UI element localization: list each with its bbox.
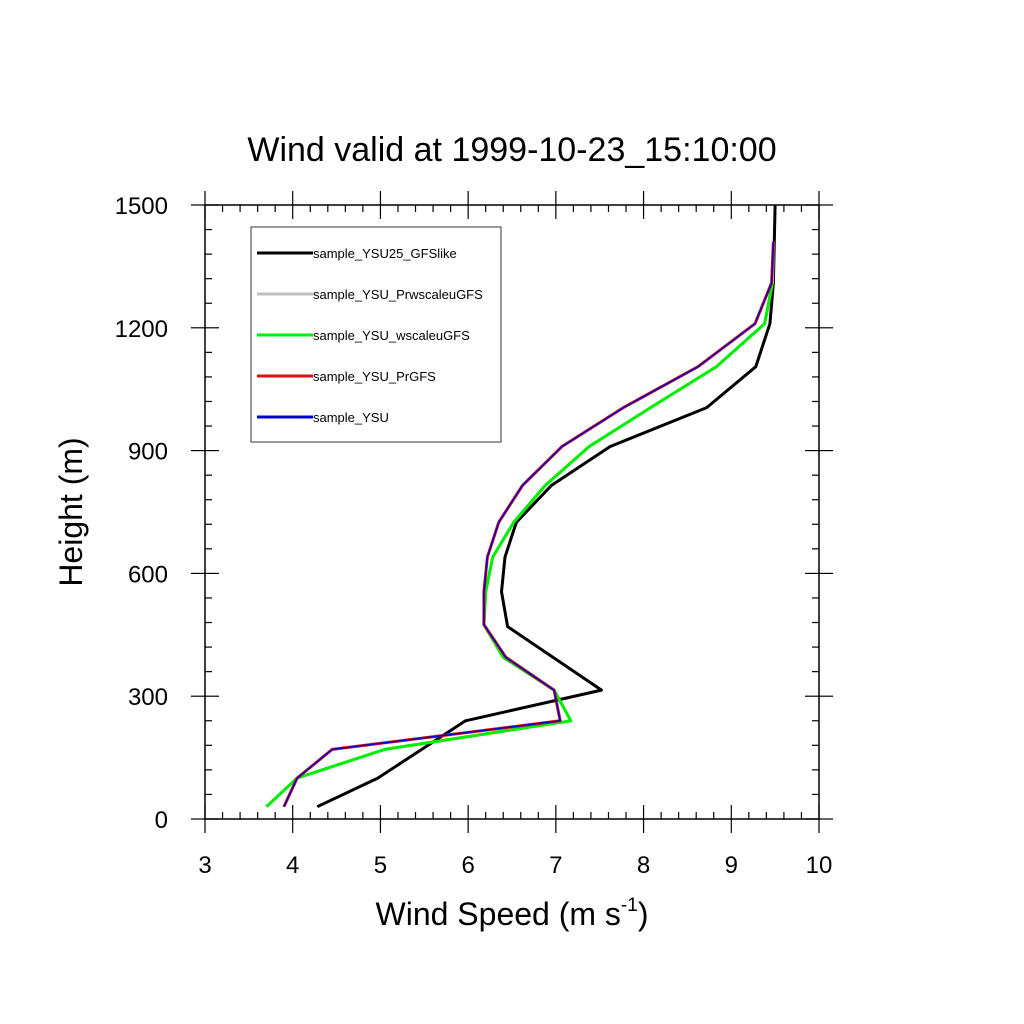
legend-label-2: sample_YSU_PrwscaleuGFS: [313, 287, 483, 302]
plot-frame: [204, 204, 820, 820]
legend: sample_YSU25_GFSlike sample_YSU_Prwscaleu…: [250, 226, 502, 443]
y-tick-label: 900: [128, 439, 168, 466]
y-tick-label: 1200: [115, 316, 168, 343]
x-tick-label: 5: [374, 852, 387, 879]
x-axis-title-superscript: -1: [621, 895, 638, 916]
x-tick-label: 7: [549, 852, 562, 879]
series-line-3: [265, 282, 774, 808]
series-line-1: [316, 204, 777, 809]
x-tick-label: 10: [806, 852, 833, 879]
x-tick-label: 9: [725, 852, 738, 879]
x-axis-title-main: Wind Speed (m s: [376, 896, 621, 932]
x-axis-title-suffix: ): [638, 896, 649, 932]
series-line-5: [283, 241, 775, 808]
x-tick-label: 8: [637, 852, 650, 879]
x-tick-label: 6: [461, 852, 474, 879]
x-tick-labels: 3 4 5 6 7 8 9 10: [198, 852, 832, 879]
x-axis-title: Wind Speed (m s-1): [376, 895, 649, 932]
y-tick-label: 600: [128, 561, 168, 588]
ticks-layer: [191, 191, 833, 833]
x-tick-label: 3: [198, 852, 211, 879]
y-tick-label: 1500: [115, 193, 168, 220]
y-tick-label: 300: [128, 684, 168, 711]
y-tick-labels: 0 300 600 900 1200 1500: [115, 193, 168, 834]
legend-label-3: sample_YSU_wscaleuGFS: [313, 328, 470, 343]
legend-label-5: sample_YSU: [313, 410, 389, 425]
y-axis-title: Height (m): [53, 437, 89, 586]
x-tick-label: 4: [286, 852, 299, 879]
series-layer: [265, 204, 777, 809]
chart-title: Wind valid at 1999-10-23_15:10:00: [247, 131, 776, 169]
legend-label-1: sample_YSU25_GFSlike: [313, 246, 457, 261]
legend-label-4: sample_YSU_PrGFS: [313, 369, 436, 384]
y-tick-label: 0: [155, 807, 168, 834]
